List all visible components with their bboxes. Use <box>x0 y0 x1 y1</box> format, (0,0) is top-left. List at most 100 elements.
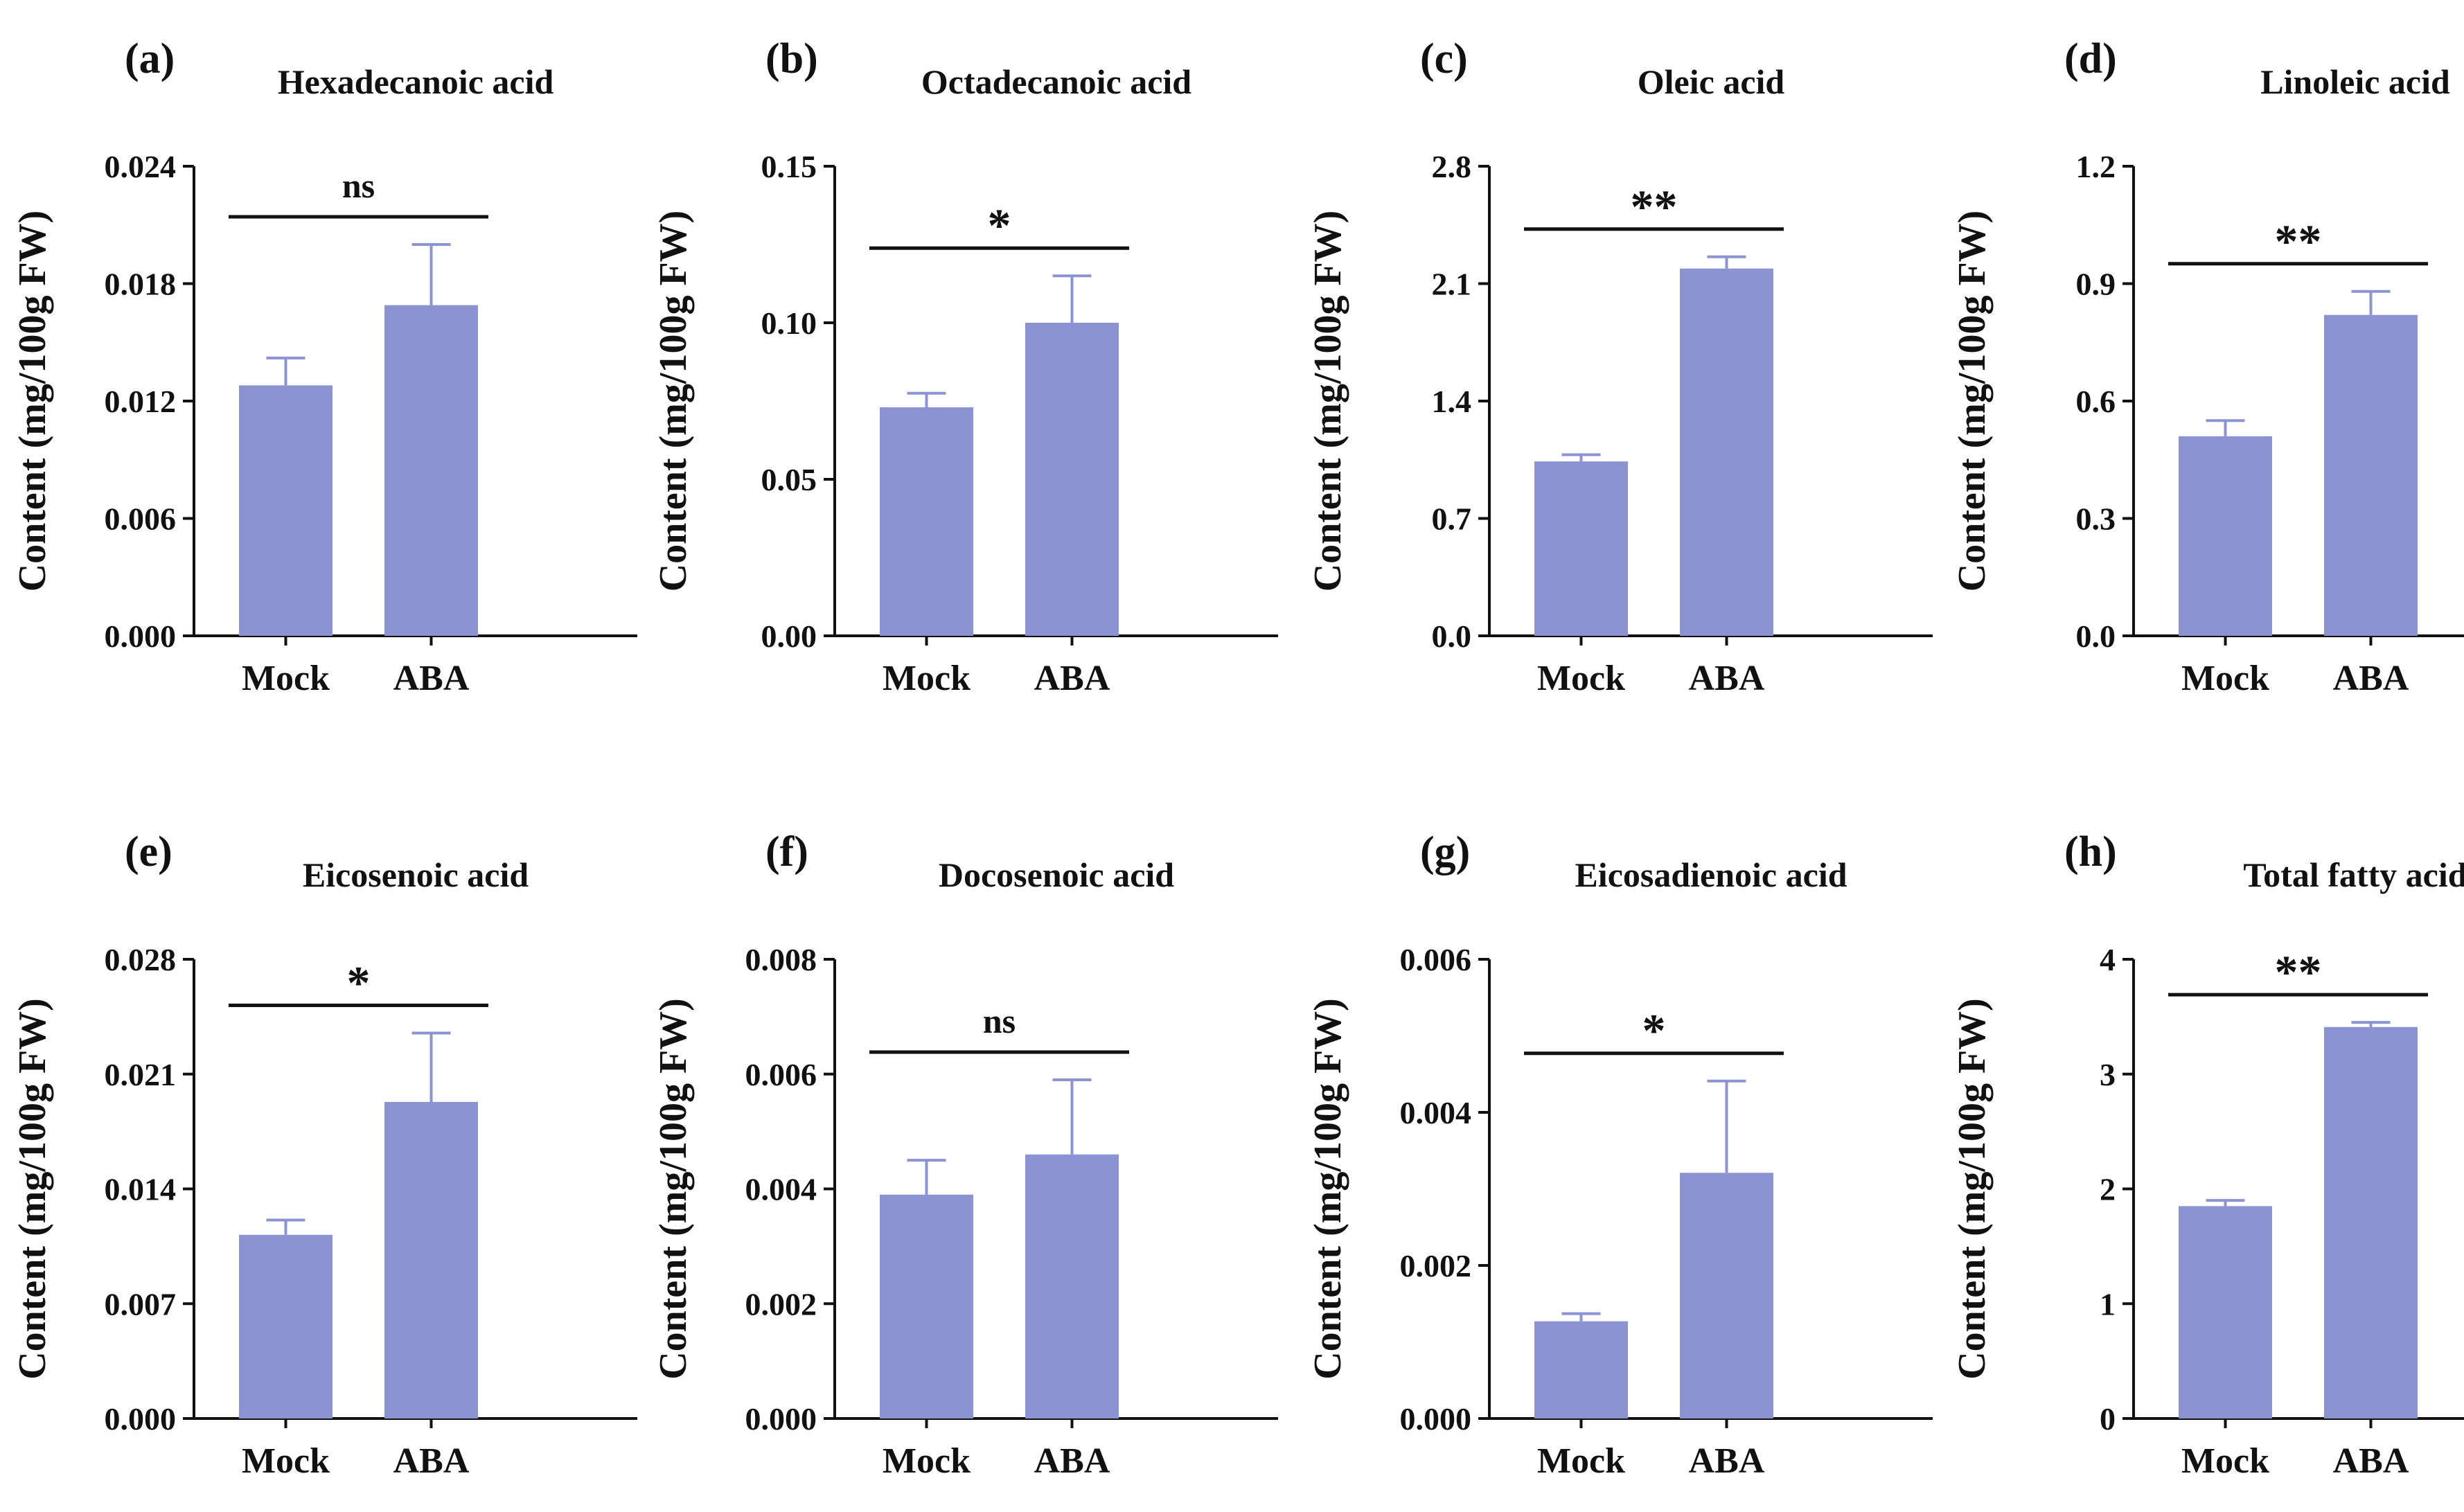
bar-mock <box>880 407 973 636</box>
y-axis-label: Content (mg/100g FW) <box>652 998 695 1380</box>
x-category-label: Mock <box>1537 659 1625 698</box>
chart-panel-f: (f) Docosenoic acid Content (mg/100g FW) 0.… <box>652 828 1278 1481</box>
y-tick-label: 0.10 <box>761 305 817 341</box>
bar-aba <box>2324 1026 2418 1418</box>
x-category-label: Mock <box>2181 659 2269 698</box>
y-tick-label: 0.004 <box>745 1172 817 1207</box>
x-category-label: ABA <box>1689 1441 1765 1481</box>
y-tick-label: 0.002 <box>745 1286 817 1322</box>
significance-label: ns <box>342 166 375 205</box>
significance-label: * <box>347 957 371 1009</box>
bar-aba <box>1025 323 1119 636</box>
significance-label: ns <box>983 1002 1016 1040</box>
y-tick-label: 1 <box>2100 1286 2116 1322</box>
bar-aba <box>1680 1173 1773 1418</box>
panel-label: (a) <box>125 35 175 82</box>
chart-title: Total fatty acid <box>2243 855 2464 894</box>
chart-panel-a: (a) Hexadecanoic acid Content (mg/100g FW)… <box>11 35 637 698</box>
y-axis-label: Content (mg/100g FW) <box>11 998 54 1380</box>
x-category-label: ABA <box>2333 659 2409 698</box>
y-tick-label: 0.012 <box>105 384 177 419</box>
chart-title: Linoleic acid <box>2260 62 2450 101</box>
x-category-label: Mock <box>2181 1441 2269 1481</box>
y-tick-label: 3 <box>2100 1057 2116 1092</box>
bar-aba <box>2324 314 2418 636</box>
panel-label: (h) <box>2064 828 2117 875</box>
bar-mock <box>239 1234 333 1418</box>
bar-aba <box>1025 1154 1119 1418</box>
y-tick-label: 0.00 <box>761 619 817 654</box>
x-category-label: ABA <box>1689 659 1765 698</box>
y-tick-label: 0.006 <box>105 501 177 537</box>
x-category-label: ABA <box>393 659 470 698</box>
y-tick-label: 0.000 <box>105 619 177 654</box>
chart-panel-e: (e) Eicosenoic acid Content (mg/100g FW) 0.… <box>11 828 637 1481</box>
panel-label: (g) <box>1420 828 1470 875</box>
x-category-label: Mock <box>883 659 970 698</box>
y-tick-label: 0.3 <box>2076 501 2116 537</box>
chart-title: Octadecanoic acid <box>921 62 1191 101</box>
panel-label: (c) <box>1420 35 1468 82</box>
panel-label: (e) <box>125 828 172 875</box>
y-tick-label: 4 <box>2100 942 2116 977</box>
y-axis-label: Content (mg/100g FW) <box>1306 211 1349 592</box>
y-tick-label: 0.008 <box>745 942 817 977</box>
y-axis-label: Content (mg/100g FW) <box>11 211 54 592</box>
x-category-label: Mock <box>883 1441 970 1481</box>
y-tick-label: 0.15 <box>761 149 817 184</box>
x-category-label: ABA <box>1034 1441 1110 1481</box>
x-category-label: Mock <box>242 1441 330 1481</box>
y-tick-label: 0.000 <box>745 1401 817 1437</box>
y-tick-label: 0.000 <box>1400 1401 1472 1437</box>
y-axis-label: Content (mg/100g FW) <box>652 211 695 592</box>
y-tick-label: 0.05 <box>761 462 817 497</box>
x-category-label: Mock <box>242 659 330 698</box>
y-tick-label: 1.2 <box>2076 149 2116 184</box>
y-tick-label: 2.1 <box>1432 267 1472 302</box>
bar-aba <box>1680 268 1773 636</box>
y-tick-label: 2 <box>2100 1172 2116 1207</box>
chart-title: Eicosenoic acid <box>303 855 529 894</box>
x-category-label: ABA <box>2333 1441 2409 1481</box>
significance-label: * <box>1642 1004 1666 1057</box>
significance-label: ** <box>2275 945 2322 998</box>
y-tick-label: 0.0 <box>1432 619 1472 654</box>
y-tick-label: 0.028 <box>105 942 177 977</box>
y-tick-label: 0.014 <box>105 1172 177 1207</box>
chart-title: Docosenoic acid <box>939 855 1174 894</box>
chart-title: Eicosadienoic acid <box>1575 855 1847 894</box>
y-tick-label: 0.6 <box>2076 384 2116 419</box>
significance-label: ** <box>2275 215 2322 267</box>
bar-aba <box>384 305 478 636</box>
bar-mock <box>239 385 333 636</box>
y-axis-label: Content (mg/100g FW) <box>1306 998 1349 1380</box>
bar-aba <box>384 1102 478 1418</box>
panel-label: (f) <box>765 828 808 875</box>
y-tick-label: 2.8 <box>1432 149 1472 184</box>
y-tick-label: 0.018 <box>105 267 177 302</box>
y-axis-label: Content (mg/100g FW) <box>1951 998 1994 1380</box>
chart-panel-d: (d) Linoleic acid Content (mg/100g FW) 0.0 0… <box>1951 35 2464 698</box>
bar-mock <box>2179 1206 2272 1418</box>
chart-title: Oleic acid <box>1638 62 1785 101</box>
chart-title: Hexadecanoic acid <box>278 62 554 101</box>
y-axis-label: Content (mg/100g FW) <box>1951 211 1994 592</box>
y-tick-label: 0.004 <box>1400 1095 1472 1130</box>
chart-panel-g: (g) Eicosadienoic acid Content (mg/100g FW… <box>1306 828 1933 1481</box>
significance-label: * <box>988 199 1011 251</box>
y-tick-label: 0.002 <box>1400 1248 1472 1283</box>
panel-label: (b) <box>765 35 818 82</box>
panel-label: (d) <box>2064 35 2117 82</box>
y-tick-label: 0.006 <box>745 1057 817 1092</box>
bar-mock <box>1534 461 1628 636</box>
chart-panel-h: (h) Total fatty acid Content (mg/100g FW) 0… <box>1951 828 2464 1481</box>
chart-panel-c: (c) Oleic acid Content (mg/100g FW) 0.0 0.7 1… <box>1306 35 1933 698</box>
x-category-label: ABA <box>393 1441 470 1481</box>
y-tick-label: 0 <box>2100 1401 2116 1437</box>
x-category-label: ABA <box>1034 659 1110 698</box>
bar-mock <box>1534 1321 1628 1418</box>
bar-mock <box>2179 436 2272 636</box>
bar-mock <box>880 1194 973 1418</box>
x-category-label: Mock <box>1537 1441 1625 1481</box>
